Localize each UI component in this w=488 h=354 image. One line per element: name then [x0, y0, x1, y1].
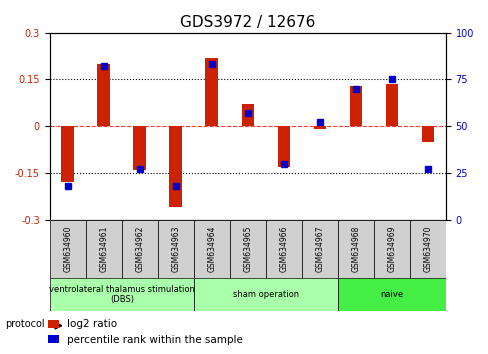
Bar: [313, 126, 325, 129]
Text: GSM634961: GSM634961: [99, 226, 108, 272]
Text: GSM634964: GSM634964: [207, 226, 216, 273]
FancyBboxPatch shape: [229, 220, 265, 279]
Text: protocol: protocol: [5, 319, 44, 329]
Text: GSM634968: GSM634968: [351, 226, 360, 272]
FancyBboxPatch shape: [409, 220, 445, 279]
Text: sham operation: sham operation: [232, 290, 298, 299]
FancyBboxPatch shape: [50, 220, 85, 279]
Text: naive: naive: [380, 290, 403, 299]
Text: GSM634962: GSM634962: [135, 226, 144, 272]
FancyBboxPatch shape: [337, 220, 373, 279]
Bar: [349, 86, 362, 126]
FancyBboxPatch shape: [373, 220, 409, 279]
Bar: [97, 64, 110, 126]
Bar: [61, 126, 74, 182]
Text: GSM634970: GSM634970: [423, 226, 431, 273]
Bar: [385, 84, 397, 126]
Text: GSM634967: GSM634967: [315, 226, 324, 273]
Text: GSM634966: GSM634966: [279, 226, 288, 273]
FancyBboxPatch shape: [337, 279, 445, 311]
Bar: [169, 126, 182, 207]
FancyBboxPatch shape: [301, 220, 337, 279]
FancyBboxPatch shape: [265, 220, 301, 279]
Text: GSM634965: GSM634965: [243, 226, 252, 273]
FancyBboxPatch shape: [193, 220, 229, 279]
Legend: log2 ratio, percentile rank within the sample: log2 ratio, percentile rank within the s…: [44, 315, 247, 349]
FancyBboxPatch shape: [50, 279, 193, 311]
Bar: [421, 126, 433, 142]
Text: ventrolateral thalamus stimulation
(DBS): ventrolateral thalamus stimulation (DBS): [49, 285, 194, 304]
FancyBboxPatch shape: [85, 220, 122, 279]
FancyBboxPatch shape: [122, 220, 158, 279]
Bar: [205, 58, 218, 126]
Text: GSM634960: GSM634960: [63, 226, 72, 273]
Title: GDS3972 / 12676: GDS3972 / 12676: [180, 15, 315, 30]
FancyBboxPatch shape: [193, 279, 337, 311]
Bar: [277, 126, 289, 167]
Text: GSM634969: GSM634969: [386, 226, 396, 273]
Bar: [133, 126, 146, 170]
FancyBboxPatch shape: [158, 220, 193, 279]
Bar: [241, 104, 254, 126]
Text: GSM634963: GSM634963: [171, 226, 180, 273]
